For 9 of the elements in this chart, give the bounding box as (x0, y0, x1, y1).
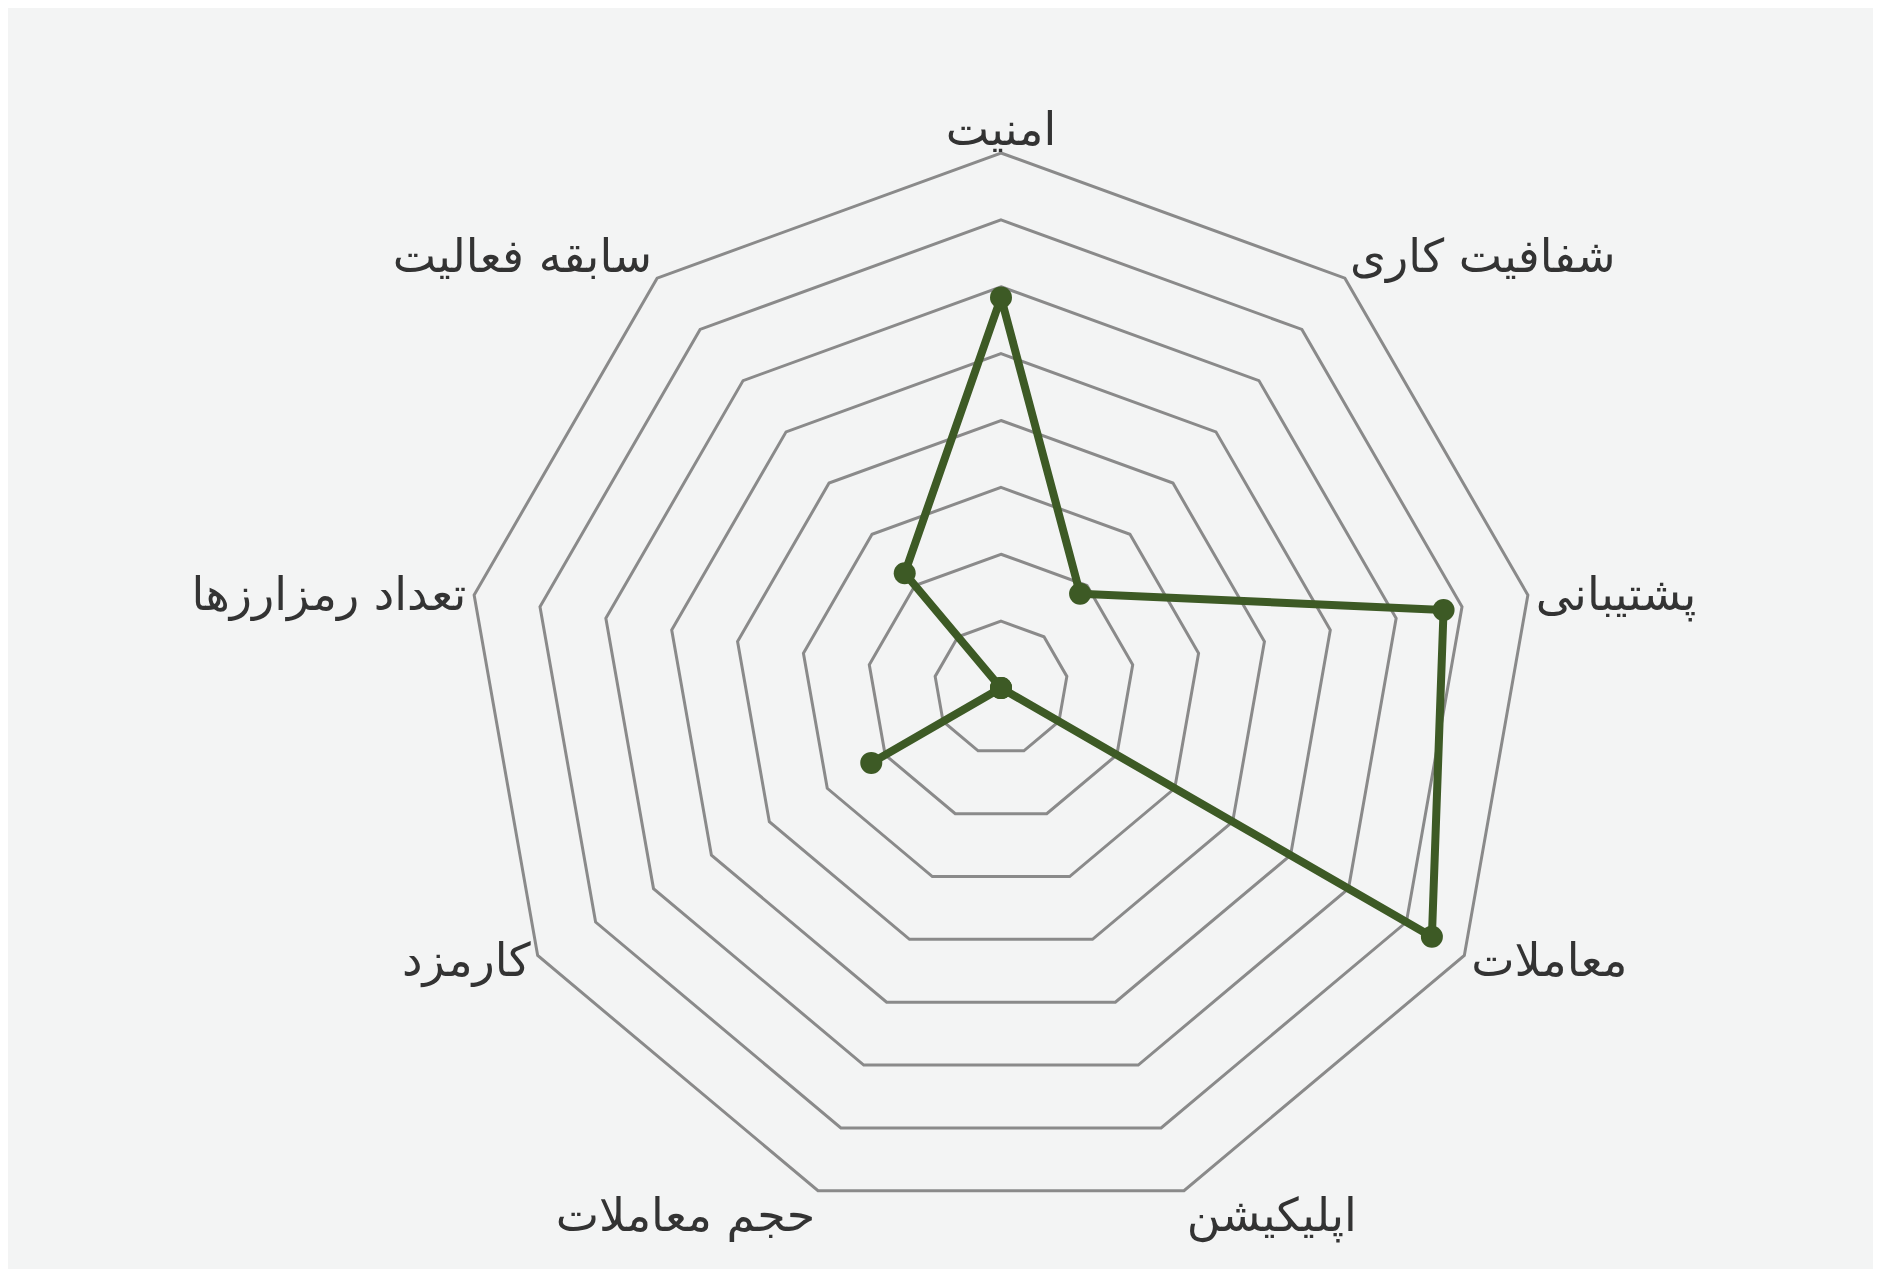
spoke-label: امنیت (945, 102, 1057, 156)
spoke-label: شفافیت کاری (1350, 229, 1616, 284)
spoke-label: سابقه فعالیت (392, 229, 652, 284)
spoke-label: تعداد رمزارزها (191, 567, 467, 623)
spoke-label: کارمزد (402, 932, 531, 988)
spoke-label: پشتیبانی (1535, 567, 1697, 623)
spoke-label: اپلیکیشن (1186, 1187, 1357, 1243)
spoke-label: معاملات (1471, 932, 1628, 987)
spoke-label: حجم معاملات (555, 1187, 816, 1242)
